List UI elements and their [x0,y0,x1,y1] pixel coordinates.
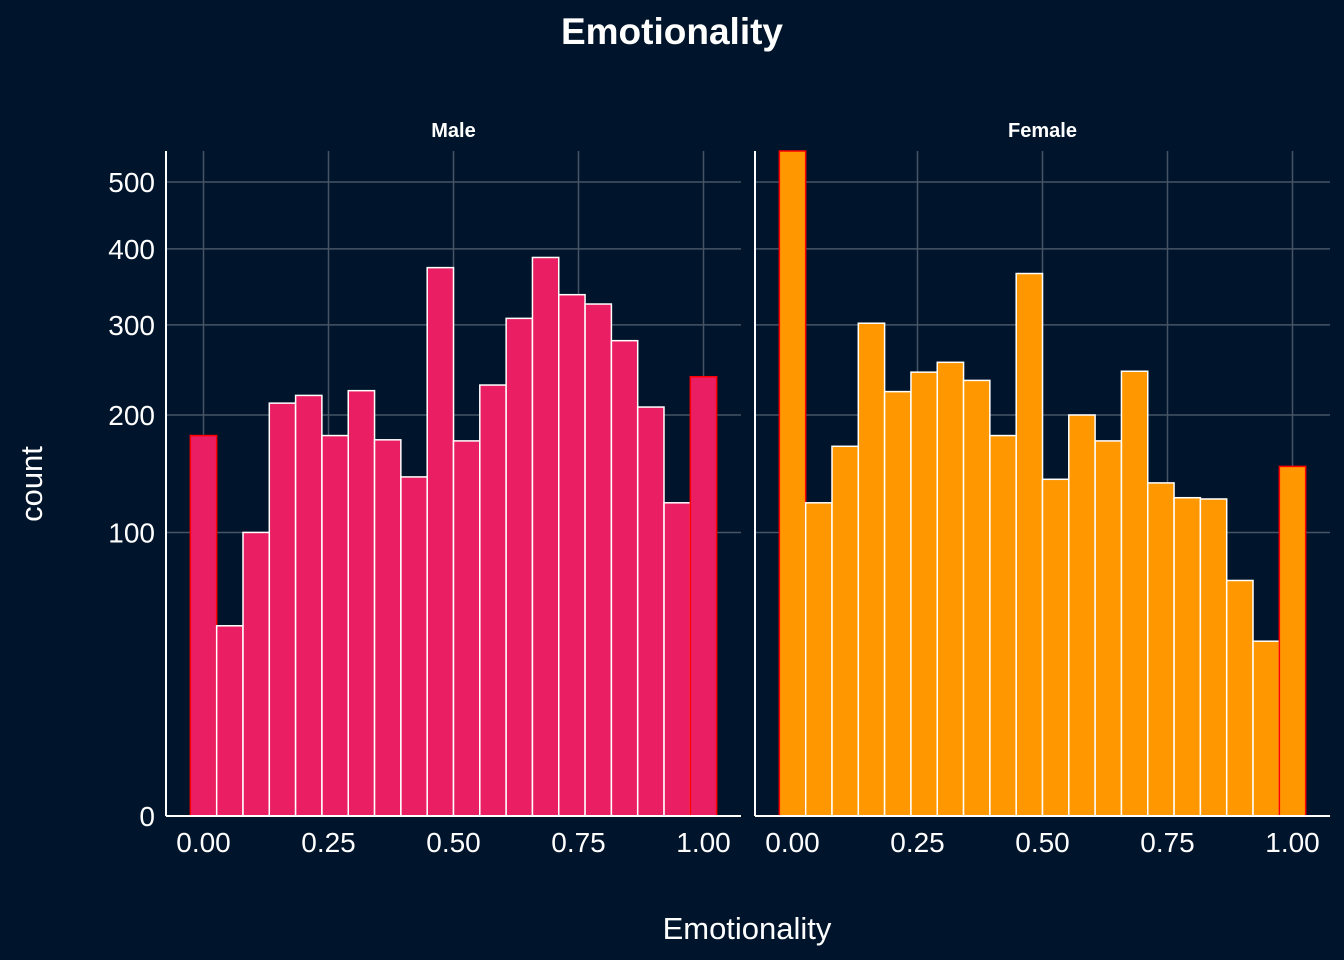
bar-male [400,476,428,817]
bar-female [1094,440,1123,817]
bar-male [268,402,297,817]
bar-female [1225,579,1254,817]
bar-female [910,371,939,817]
y-tick-label: 100 [108,517,155,548]
bar-male [479,384,507,817]
bar-female [936,361,965,817]
facet-panels: Male 0.00 0.25 0.50 0.75 1.00 0 100 200 300 400 500… [108,120,1330,858]
bar-male [294,394,323,817]
bar-male [347,389,376,817]
bar-female [1199,498,1228,817]
bar-female [804,502,833,817]
panel-female: Female 0.00 0.25 0.50 0.75 1.00 [754,120,1330,858]
x-tick-label: 1.00 [1265,827,1320,858]
x-tick-label: 0.00 [176,827,231,858]
x-tick-label: 0.50 [426,827,481,858]
bar-male [610,339,639,817]
bar-female [1015,272,1044,817]
y-tick-label: 400 [108,234,155,265]
y-axis-title: count [14,446,49,522]
bar-male [215,625,244,817]
bar-female [1252,640,1281,817]
x-tick-label: 0.00 [765,827,820,858]
bar-female [883,390,912,817]
bar-female [1173,496,1202,817]
bar-male [531,256,560,817]
bar-female [778,150,807,817]
x-tick-label: 1.00 [676,827,731,858]
bar-female [962,379,991,817]
bar-male [426,266,455,817]
bar-male [636,406,665,817]
x-tick-label: 0.25 [301,827,356,858]
x-axis-title: Emotionality [663,911,832,946]
bar-female [1041,478,1070,817]
x-tick-label: 0.25 [890,827,945,858]
bar-male [452,440,481,817]
bar-male [321,434,350,817]
bar-female [1278,465,1307,817]
facet-label-male: Male [431,120,475,142]
x-tick-label: 0.75 [551,827,606,858]
bar-female [1068,414,1096,817]
bar-female [1120,370,1149,817]
y-tick-label: 0 [139,801,155,832]
bar-male [558,293,586,817]
panel-male: Male 0.00 0.25 0.50 0.75 1.00 0 100 200 300 400 500 [108,120,741,858]
x-tick-label: 0.75 [1140,827,1195,858]
bar-male [242,531,271,817]
bar-male [663,502,692,817]
bar-male [373,439,402,817]
y-tick-label: 500 [108,167,155,198]
bar-male [505,317,534,817]
bar-female [831,445,860,817]
bar-female [989,434,1017,817]
bar-male [584,303,613,817]
bar-female [1147,482,1175,817]
bar-male [189,434,218,817]
y-tick-label: 200 [108,400,155,431]
chart-title: Emotionality [561,11,783,52]
x-tick-label: 0.50 [1015,827,1070,858]
bar-male [689,375,718,817]
bar-female [857,322,886,817]
y-tick-label: 300 [108,310,155,341]
facet-label-female: Female [1008,120,1077,142]
